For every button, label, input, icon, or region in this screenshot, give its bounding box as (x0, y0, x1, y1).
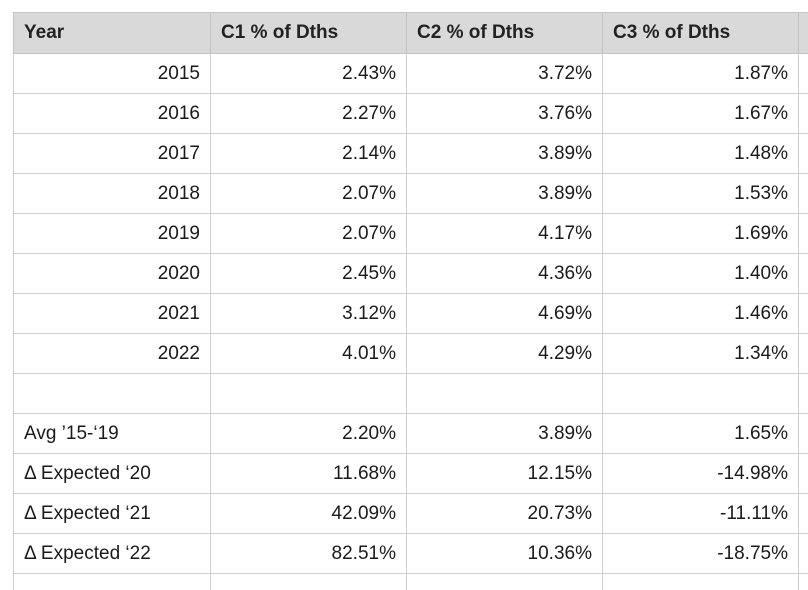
empty-cell[interactable] (798, 213, 808, 254)
empty-cell[interactable] (602, 573, 799, 590)
c2-cell[interactable]: 4.17% (406, 213, 603, 254)
c3-cell[interactable]: 1.53% (602, 173, 799, 214)
table-row: 2018 2.07% 3.89% 1.53% (13, 173, 808, 214)
blank-row (13, 373, 808, 414)
empty-cell[interactable] (798, 133, 808, 174)
empty-cell[interactable] (798, 333, 808, 374)
c2-cell[interactable]: 12.15% (406, 453, 603, 494)
header-cell-c2[interactable]: C2 % of Dths (406, 12, 603, 54)
year-cell[interactable]: 2018 (13, 173, 211, 214)
table-row: 2021 3.12% 4.69% 1.46% (13, 293, 808, 334)
c1-cell[interactable]: 2.43% (210, 53, 407, 94)
empty-cell[interactable] (798, 293, 808, 334)
c2-cell[interactable]: 3.89% (406, 173, 603, 214)
empty-cell[interactable] (798, 533, 808, 574)
c2-cell[interactable]: 4.29% (406, 333, 603, 374)
year-cell[interactable]: 2016 (13, 93, 211, 134)
empty-cell[interactable] (602, 373, 799, 414)
empty-cell[interactable] (13, 373, 211, 414)
header-cell-extra[interactable] (798, 12, 808, 54)
year-cell[interactable]: 2022 (13, 333, 211, 374)
c3-cell[interactable]: 1.65% (602, 413, 799, 454)
header-cell-c3[interactable]: C3 % of Dths (602, 12, 799, 54)
c3-cell[interactable]: -11.11% (602, 493, 799, 534)
empty-cell[interactable] (406, 373, 603, 414)
table-row: 2020 2.45% 4.36% 1.40% (13, 253, 808, 294)
year-cell[interactable]: 2021 (13, 293, 211, 334)
c1-cell[interactable]: 2.20% (210, 413, 407, 454)
empty-cell[interactable] (798, 53, 808, 94)
empty-cell[interactable] (798, 173, 808, 214)
c2-cell[interactable]: 3.89% (406, 413, 603, 454)
year-cell[interactable]: 2019 (13, 213, 211, 254)
c3-cell[interactable]: 1.67% (602, 93, 799, 134)
deaths-percentage-table: Year C1 % of Dths C2 % of Dths C3 % of D… (13, 12, 808, 590)
c3-cell[interactable]: 1.34% (602, 333, 799, 374)
empty-cell[interactable] (798, 373, 808, 414)
summary-row-delta: Δ Expected ‘21 42.09% 20.73% -11.11% (13, 493, 808, 534)
c2-cell[interactable]: 3.72% (406, 53, 603, 94)
c1-cell[interactable]: 2.14% (210, 133, 407, 174)
c3-cell[interactable]: -18.75% (602, 533, 799, 574)
header-cell-c1[interactable]: C1 % of Dths (210, 12, 407, 54)
year-cell[interactable]: 2015 (13, 53, 211, 94)
c1-cell[interactable]: 2.07% (210, 173, 407, 214)
c1-cell[interactable]: 2.07% (210, 213, 407, 254)
c1-cell[interactable]: 4.01% (210, 333, 407, 374)
summary-label-cell[interactable]: Avg ’15-‘19 (13, 413, 211, 454)
c1-cell[interactable]: 11.68% (210, 453, 407, 494)
empty-cell[interactable] (798, 493, 808, 534)
c2-cell[interactable]: 3.89% (406, 133, 603, 174)
table-row: 2022 4.01% 4.29% 1.34% (13, 333, 808, 374)
empty-cell[interactable] (798, 453, 808, 494)
summary-row-delta: Δ Expected ‘22 82.51% 10.36% -18.75% (13, 533, 808, 574)
header-row: Year C1 % of Dths C2 % of Dths C3 % of D… (13, 12, 808, 54)
year-cell[interactable]: 2020 (13, 253, 211, 294)
c2-cell[interactable]: 10.36% (406, 533, 603, 574)
table-row: 2019 2.07% 4.17% 1.69% (13, 213, 808, 254)
table-row: 2015 2.43% 3.72% 1.87% (13, 53, 808, 94)
table-row: 2017 2.14% 3.89% 1.48% (13, 133, 808, 174)
c1-cell[interactable]: 2.27% (210, 93, 407, 134)
empty-cell[interactable] (210, 573, 407, 590)
empty-cell[interactable] (798, 253, 808, 294)
empty-cell[interactable] (798, 573, 808, 590)
c3-cell[interactable]: 1.69% (602, 213, 799, 254)
header-cell-year[interactable]: Year (13, 12, 211, 54)
c2-cell[interactable]: 4.36% (406, 253, 603, 294)
c1-cell[interactable]: 2.45% (210, 253, 407, 294)
c3-cell[interactable]: 1.46% (602, 293, 799, 334)
year-cell[interactable]: 2017 (13, 133, 211, 174)
empty-cell[interactable] (798, 413, 808, 454)
c3-cell[interactable]: 1.40% (602, 253, 799, 294)
summary-label-cell[interactable]: Δ Expected ‘21 (13, 493, 211, 534)
blank-row (13, 573, 808, 590)
c1-cell[interactable]: 42.09% (210, 493, 407, 534)
c1-cell[interactable]: 3.12% (210, 293, 407, 334)
c2-cell[interactable]: 4.69% (406, 293, 603, 334)
empty-cell[interactable] (406, 573, 603, 590)
empty-cell[interactable] (798, 93, 808, 134)
empty-cell[interactable] (210, 373, 407, 414)
table-row: 2016 2.27% 3.76% 1.67% (13, 93, 808, 134)
c1-cell[interactable]: 82.51% (210, 533, 407, 574)
c3-cell[interactable]: 1.48% (602, 133, 799, 174)
c3-cell[interactable]: -14.98% (602, 453, 799, 494)
summary-label-cell[interactable]: Δ Expected ‘20 (13, 453, 211, 494)
c2-cell[interactable]: 3.76% (406, 93, 603, 134)
summary-row-delta: Δ Expected ‘20 11.68% 12.15% -14.98% (13, 453, 808, 494)
c3-cell[interactable]: 1.87% (602, 53, 799, 94)
empty-cell[interactable] (13, 573, 211, 590)
summary-label-cell[interactable]: Δ Expected ‘22 (13, 533, 211, 574)
summary-row-average: Avg ’15-‘19 2.20% 3.89% 1.65% (13, 413, 808, 454)
c2-cell[interactable]: 20.73% (406, 493, 603, 534)
